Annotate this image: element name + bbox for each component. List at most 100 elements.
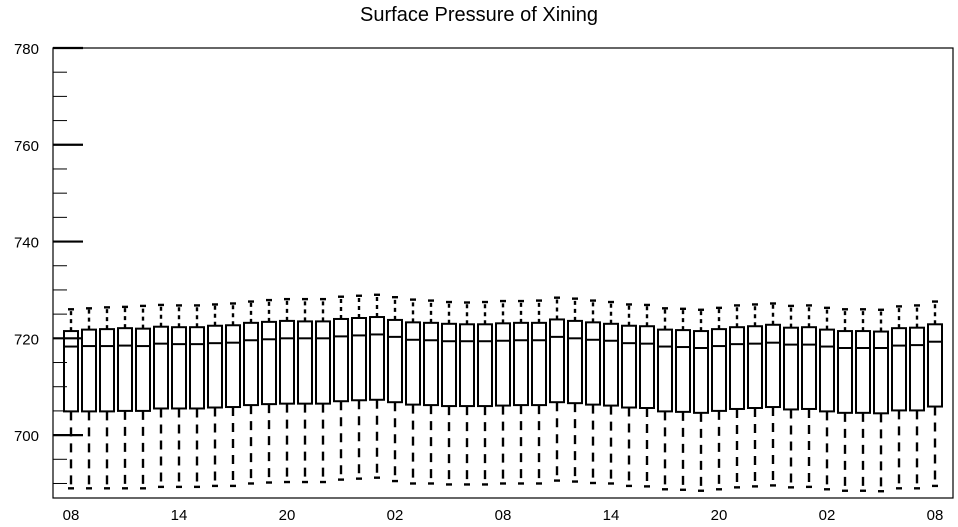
box-body (333, 317, 349, 403)
x-tick-label: 20 (279, 507, 296, 524)
box-body (117, 327, 133, 412)
box (459, 301, 475, 486)
box (837, 308, 853, 492)
box-body (657, 328, 673, 413)
box-body (729, 326, 745, 410)
box (855, 308, 871, 492)
box (891, 305, 907, 490)
x-tick-label: 14 (603, 507, 620, 524)
box-body (711, 328, 727, 412)
box (567, 297, 583, 483)
box (873, 308, 889, 493)
box-body (225, 324, 241, 409)
box-body (639, 325, 655, 409)
box-body (315, 320, 331, 405)
box (711, 306, 727, 491)
box (783, 304, 799, 489)
box-body (261, 320, 277, 406)
box (801, 304, 817, 489)
box-body (477, 323, 493, 408)
box-body (675, 329, 691, 413)
box-body (909, 326, 925, 412)
box (747, 303, 763, 488)
box (351, 294, 367, 480)
box (639, 303, 655, 488)
y-tick-label: 780 (14, 41, 39, 58)
y-tick-label: 700 (14, 428, 39, 445)
box (585, 299, 601, 485)
box-body (567, 319, 583, 405)
box-body (441, 322, 457, 408)
box-body (243, 321, 259, 407)
box-body (351, 317, 367, 402)
box-body (63, 330, 79, 413)
box (171, 304, 187, 489)
box-body (135, 327, 151, 412)
box (441, 300, 457, 486)
box (333, 295, 349, 481)
box-body (819, 328, 835, 413)
box (225, 302, 241, 488)
box (279, 297, 295, 484)
box-body (495, 322, 511, 407)
chart-title: Surface Pressure of Xining (360, 4, 598, 26)
box-body (801, 326, 817, 410)
box-body (189, 326, 205, 410)
box (369, 293, 385, 479)
box (81, 307, 97, 490)
box (243, 300, 259, 485)
y-tick-label: 740 (14, 235, 39, 252)
box (909, 304, 925, 490)
box (927, 300, 943, 488)
box (603, 300, 619, 485)
x-tick-label: 02 (387, 507, 404, 524)
box (621, 303, 637, 488)
box (549, 296, 565, 482)
box (261, 298, 277, 484)
box-body (873, 330, 889, 415)
box-body (369, 316, 385, 401)
box-body (207, 324, 223, 409)
box (153, 303, 169, 489)
x-axis: 08 14 20 02 08 14 20 02 08 (63, 507, 944, 524)
box-body (171, 326, 187, 410)
box (729, 304, 745, 489)
box-body (513, 321, 529, 407)
box-body (99, 328, 115, 413)
plot-frame (52, 47, 954, 499)
box (207, 303, 223, 488)
box (765, 302, 781, 487)
x-tick-label: 02 (819, 507, 836, 524)
box (297, 297, 313, 484)
box-body (891, 327, 907, 412)
box-body (837, 330, 853, 414)
x-tick-label: 08 (495, 507, 512, 524)
box (693, 308, 709, 492)
box (531, 299, 547, 485)
box (423, 299, 439, 485)
box-body (585, 321, 601, 406)
box-body (153, 325, 169, 410)
box (405, 298, 421, 485)
box-body (783, 326, 799, 411)
x-tick-label: 08 (927, 507, 944, 524)
box-body (927, 323, 943, 408)
box (63, 308, 79, 490)
box (495, 299, 511, 485)
box (657, 307, 673, 491)
box (99, 306, 115, 490)
y-tick-label: 760 (14, 138, 39, 155)
y-tick-label: 720 (14, 331, 39, 348)
box (819, 306, 835, 491)
x-tick-label: 08 (63, 507, 80, 524)
box-body (423, 321, 439, 407)
box-body (81, 328, 97, 413)
box (675, 307, 691, 491)
box (477, 300, 493, 486)
box-series (63, 293, 943, 493)
box-body (747, 325, 763, 409)
box-body (855, 330, 871, 414)
box-body (621, 324, 637, 409)
box-body (297, 320, 313, 405)
